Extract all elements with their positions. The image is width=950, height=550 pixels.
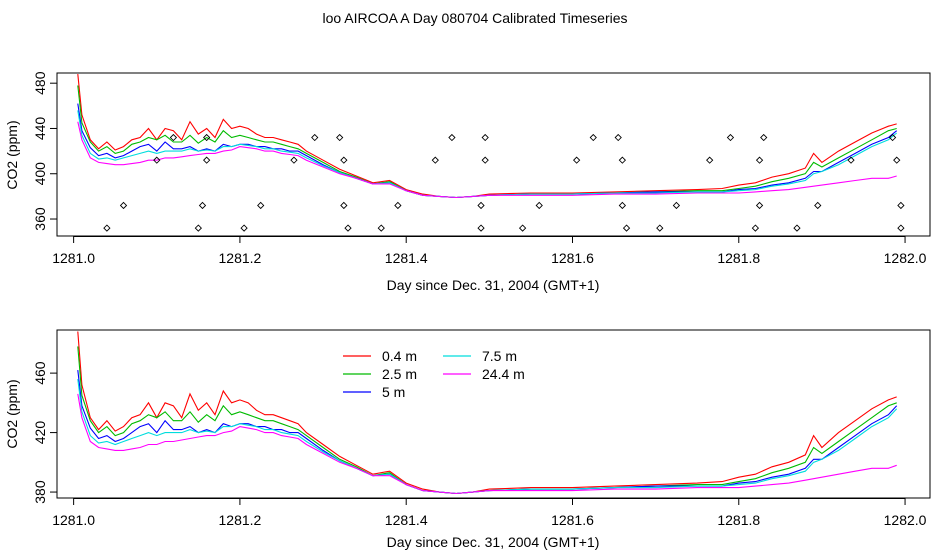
series-line-5-m xyxy=(77,370,898,495)
series-line-2-5-m xyxy=(77,85,897,199)
x-tick-label: 1282.0 xyxy=(884,250,927,266)
series-line-24-4-m xyxy=(77,121,897,199)
x-axis-label: Day since Dec. 31, 2004 (GMT+1) xyxy=(387,277,600,293)
calibration-point xyxy=(751,224,760,232)
x-tick-label: 1281.6 xyxy=(551,250,594,266)
calibration-points xyxy=(103,133,905,232)
calibration-point xyxy=(814,201,822,210)
x-tick-label: 1281.8 xyxy=(717,250,760,266)
series-line-7-5-m xyxy=(77,110,898,199)
series-line-0-4-m xyxy=(77,74,897,199)
y-axis-label: CO2 (ppm) xyxy=(4,379,20,448)
calibration-point xyxy=(240,224,248,232)
x-axis: 1281.0 1281.2 1281.4 1281.6 1281.8 1282.0 xyxy=(52,498,927,528)
calibration-point xyxy=(755,156,764,164)
x-tick-label: 1281.6 xyxy=(551,512,594,528)
calibration-point xyxy=(656,224,664,232)
x-tick-label: 1281.4 xyxy=(385,512,428,528)
calibration-point xyxy=(103,224,111,232)
calibration-point xyxy=(203,156,211,164)
y-tick-label: 460 xyxy=(32,361,48,385)
top-panel: 1281.0 1281.2 1281.4 1281.6 1281.8 1282.0 360… xyxy=(4,71,931,293)
x-tick-label: 1282.0 xyxy=(884,512,927,528)
legend-label: 2.5 m xyxy=(382,366,417,382)
legend-label: 24.4 m xyxy=(482,366,525,382)
calibration-point xyxy=(194,224,202,232)
bottom-panel: 1281.0 1281.2 1281.4 1281.6 1281.8 1282.0 380… xyxy=(4,329,931,550)
series-line-24-4-m xyxy=(77,393,897,495)
legend-label: 0.4 m xyxy=(382,348,417,364)
x-tick-label: 1281.4 xyxy=(385,250,428,266)
calibration-point xyxy=(153,156,161,164)
calibration-point xyxy=(589,133,597,142)
figure-title: loo AIRCOA A Day 080704 Calibrated Times… xyxy=(322,10,628,26)
calibration-point xyxy=(477,224,485,232)
calibration-point xyxy=(394,201,402,210)
calibration-point xyxy=(847,156,855,164)
calibration-point xyxy=(622,224,631,232)
x-axis: 1281.0 1281.2 1281.4 1281.6 1281.8 1282.0 xyxy=(52,236,927,266)
calibration-point xyxy=(311,133,319,142)
calibration-point xyxy=(340,156,348,164)
x-tick-label: 1281.2 xyxy=(219,512,262,528)
calibration-point xyxy=(793,224,801,232)
calibration-point xyxy=(481,156,489,164)
calibration-point xyxy=(755,201,764,210)
series-line-2-5-m xyxy=(77,346,897,495)
legend: 0.4 m 2.5 m 5 m 7.5 m 24.4 m xyxy=(343,348,525,400)
calibration-point xyxy=(897,201,905,210)
y-axis: 360 400 440 480 xyxy=(32,71,57,231)
calibration-point xyxy=(518,224,527,232)
calibration-point xyxy=(897,224,905,232)
x-axis-label: Day since Dec. 31, 2004 (GMT+1) xyxy=(387,534,600,550)
legend-label: 5 m xyxy=(382,384,405,400)
y-tick-label: 480 xyxy=(32,71,48,95)
series-line-0-4-m xyxy=(77,331,897,495)
calibration-point xyxy=(573,156,581,164)
y-tick-label: 360 xyxy=(32,207,48,231)
calibration-point xyxy=(888,133,897,142)
x-tick-label: 1281.8 xyxy=(717,512,760,528)
calibration-point xyxy=(344,224,352,232)
calibration-point xyxy=(377,224,385,232)
calibration-point xyxy=(672,201,681,210)
series-lines xyxy=(77,74,898,199)
calibration-point xyxy=(618,201,627,210)
calibration-point xyxy=(726,133,735,142)
series-line-5-m xyxy=(77,103,898,199)
calibration-point xyxy=(290,156,298,164)
calibration-point xyxy=(169,133,178,142)
calibration-point xyxy=(706,156,714,164)
y-tick-label: 400 xyxy=(32,162,48,186)
y-tick-label: 380 xyxy=(32,480,48,504)
y-tick-label: 420 xyxy=(32,421,48,445)
y-tick-label: 440 xyxy=(32,117,48,141)
calibration-point xyxy=(481,133,489,142)
calibration-point xyxy=(477,201,485,210)
calibration-point xyxy=(535,201,543,210)
y-axis: 380 420 460 xyxy=(32,361,57,504)
y-axis-label: CO2 (ppm) xyxy=(4,120,20,189)
series-line-7-5-m xyxy=(77,379,898,495)
plot-frame xyxy=(56,72,931,237)
series-lines xyxy=(77,331,898,495)
calibration-point xyxy=(119,201,128,210)
calibration-point xyxy=(340,201,348,210)
x-tick-label: 1281.0 xyxy=(52,512,95,528)
calibration-point xyxy=(618,156,627,164)
calibration-point xyxy=(431,156,439,164)
calibration-point xyxy=(336,133,344,142)
x-tick-label: 1281.0 xyxy=(52,250,95,266)
calibration-point xyxy=(448,133,456,142)
legend-label: 7.5 m xyxy=(482,348,517,364)
calibration-point xyxy=(257,201,265,210)
calibration-point xyxy=(203,133,211,142)
calibration-point xyxy=(760,133,768,142)
x-tick-label: 1281.2 xyxy=(219,250,262,266)
calibration-point xyxy=(893,156,901,164)
calibration-point xyxy=(198,201,207,210)
calibration-point xyxy=(614,133,622,142)
